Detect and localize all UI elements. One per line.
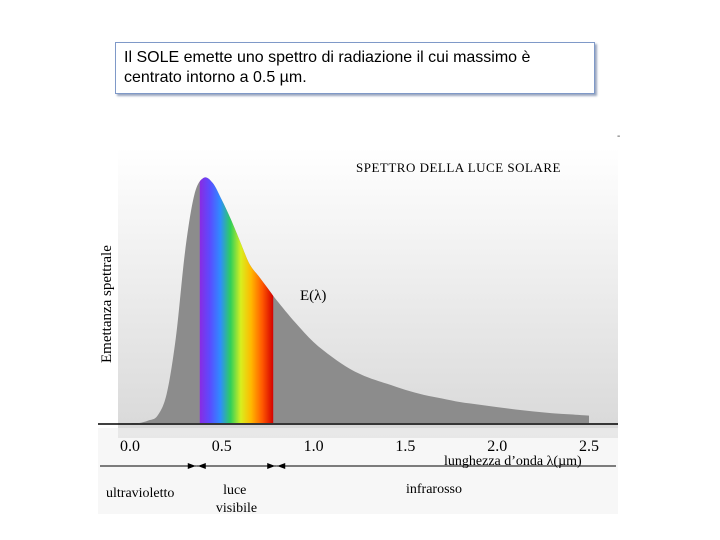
- region-label-ultraviolet: ultravioletto: [106, 486, 174, 501]
- spectrum-figure: 0.0 0.5 1.0 1.5 2.0 2.5 SPETTRO DELLA LUCE SO…: [88, 138, 620, 516]
- x-tick-label: 1.5: [395, 438, 415, 455]
- spectrum-chart: 0.0 0.5 1.0 1.5 2.0 2.5 SPETTRO DELLA LUCE SO…: [88, 138, 620, 516]
- region-label-infrared: infrarosso: [406, 482, 462, 497]
- region-label-visible-line2: visibile: [216, 501, 257, 516]
- caption-line-1: Il SOLE emette uno spettro di radiazione…: [124, 49, 531, 66]
- arrowhead: [187, 463, 196, 469]
- x-tick-label: 0.5: [212, 438, 232, 455]
- stray-dot: -: [617, 131, 621, 142]
- region-label-visible: luce visibile: [216, 483, 257, 516]
- y-axis-label: Emettanza spettrale: [99, 245, 115, 363]
- bottom-band: [98, 428, 618, 514]
- region-label-visible-line1: luce: [223, 483, 246, 498]
- chart-title: SPETTRO DELLA LUCE SOLARE: [356, 160, 561, 175]
- x-axis-label: lunghezza d’onda λ(µm): [444, 454, 582, 469]
- arrowhead: [197, 463, 206, 469]
- curve-label: E(λ): [300, 288, 326, 304]
- x-tick-label: 2.5: [579, 438, 599, 455]
- x-tick-label: 1.0: [304, 438, 324, 455]
- arrowhead: [267, 463, 276, 469]
- caption-box: Il SOLE emette uno spettro di radiazione…: [115, 42, 595, 94]
- caption-line-2: centrato intorno a 0.5 µm.: [124, 69, 307, 86]
- x-tick-label: 2.0: [487, 438, 507, 455]
- arrowhead: [277, 463, 286, 469]
- x-tick-label: 0.0: [120, 438, 140, 455]
